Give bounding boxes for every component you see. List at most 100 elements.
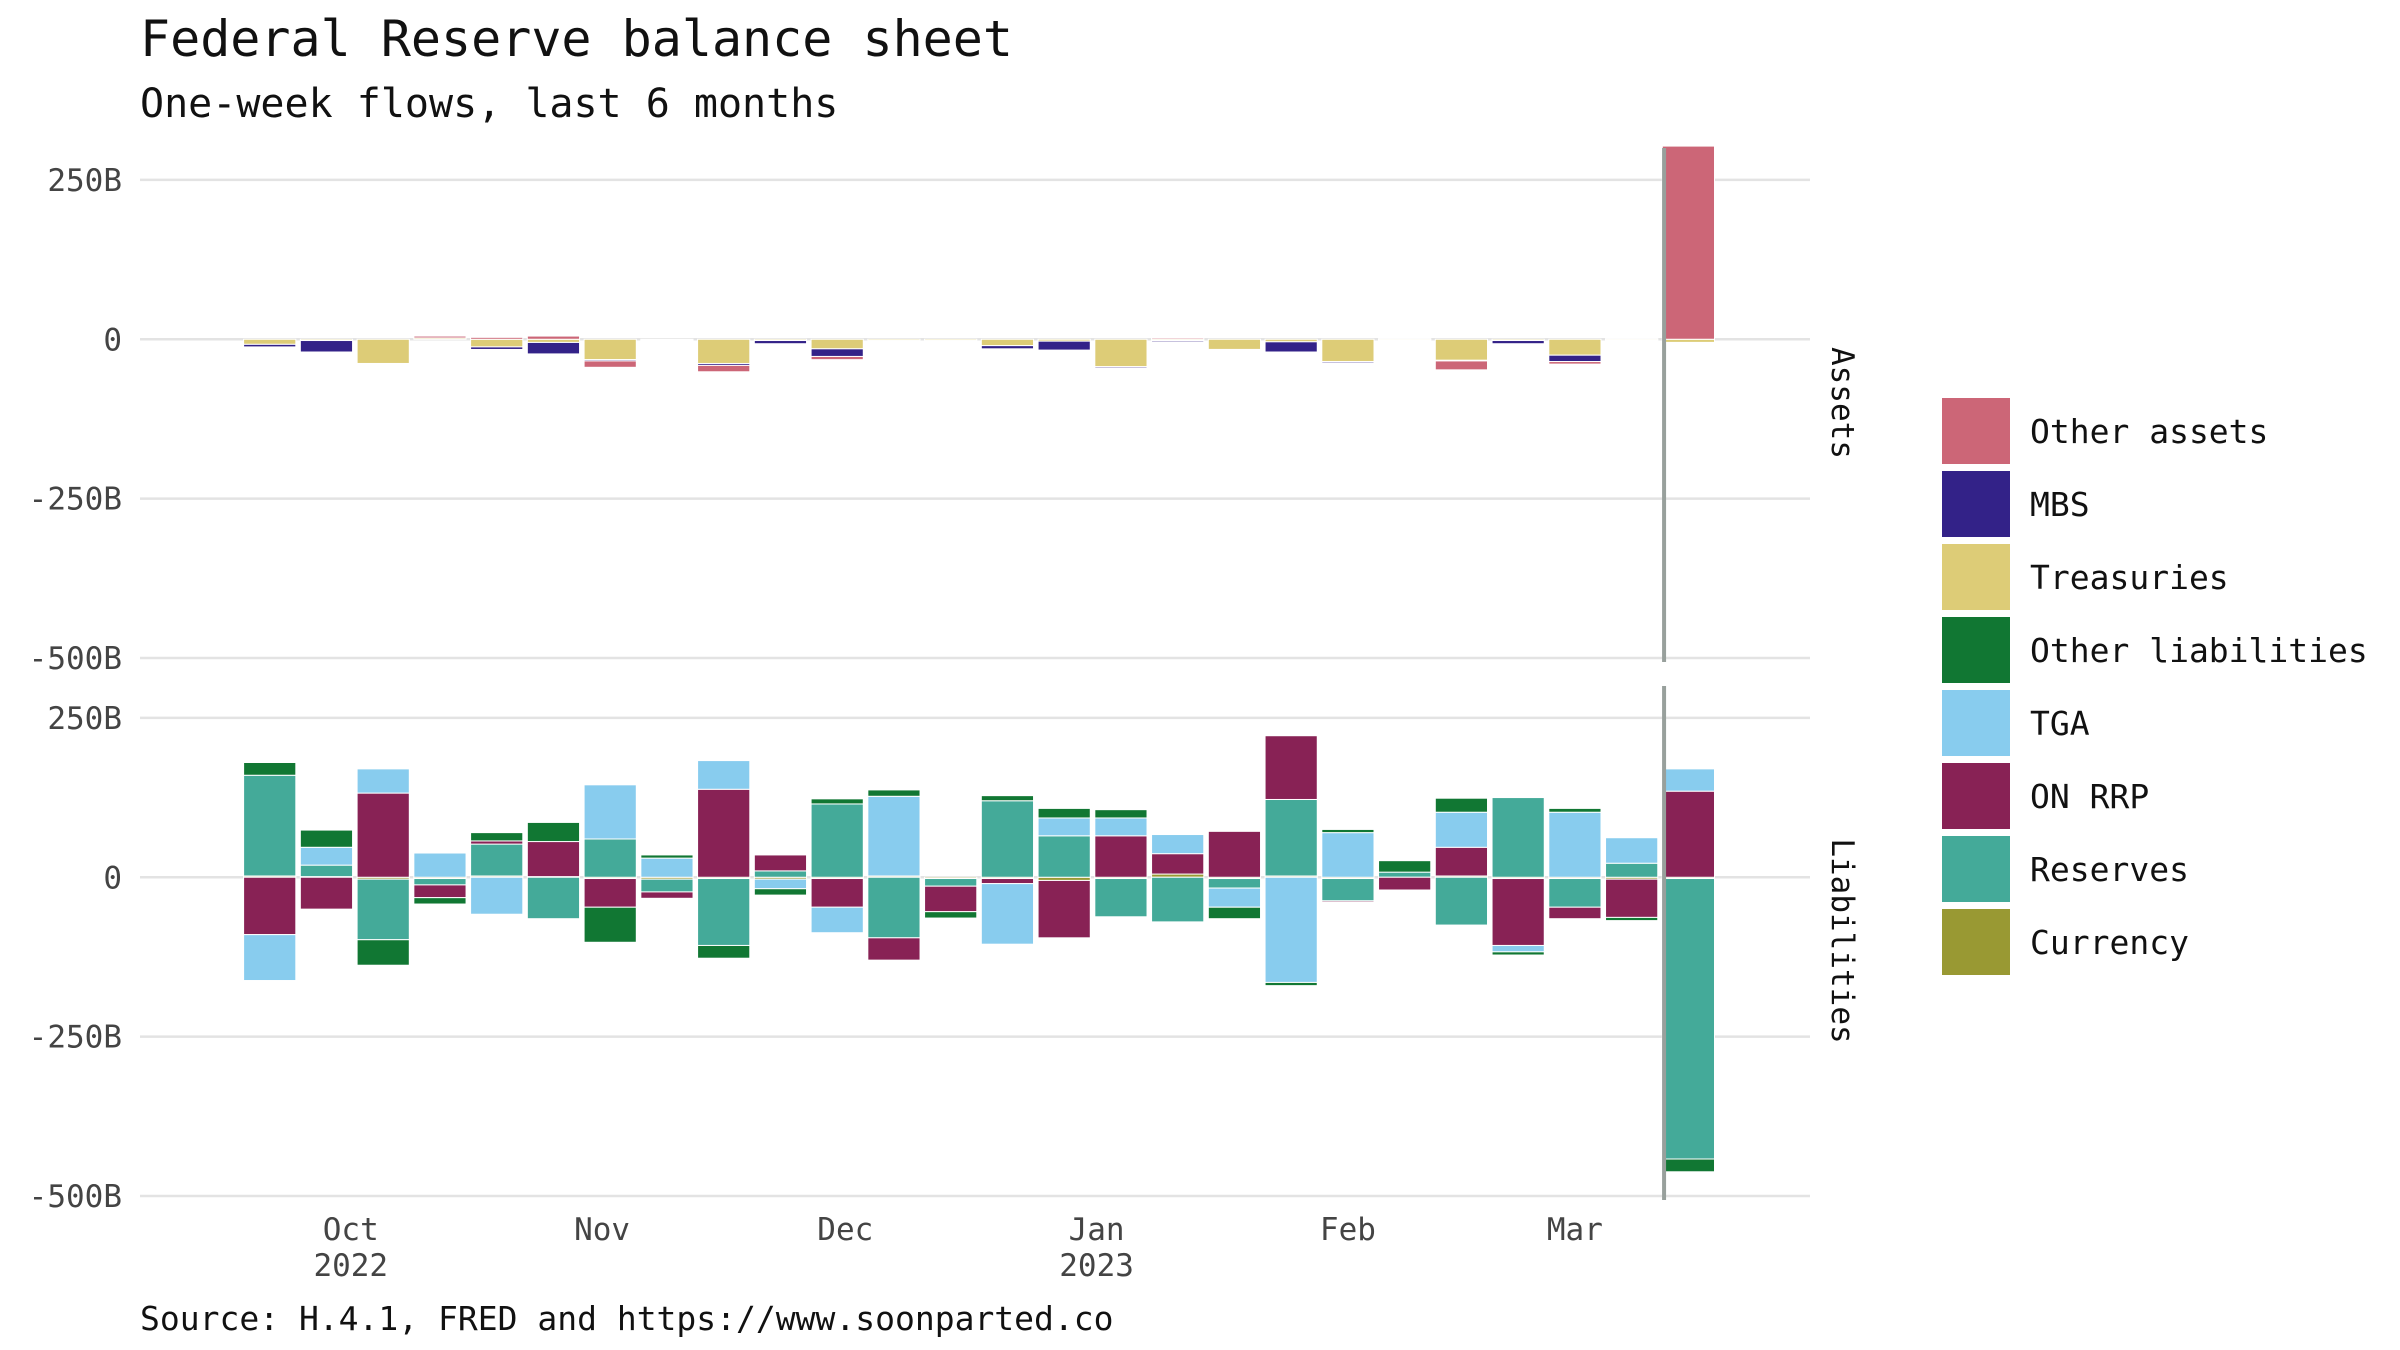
bar-reserves (867, 876, 921, 939)
bar-reserves (753, 870, 808, 878)
bar-tga (1491, 944, 1545, 953)
bar-other-liabilities (640, 854, 694, 859)
bar-reserves (810, 803, 864, 878)
y-tick-label: -250B (29, 1020, 122, 1056)
y-tick-label: -500B (29, 1179, 122, 1215)
bar-reserves (1094, 878, 1148, 918)
plot-panels: 250B 0 -250B -500B Assets 250B 0 -250B -500B Liab… (29, 145, 1860, 1284)
bar-tga (1151, 834, 1205, 855)
bar-other-assets (356, 362, 410, 365)
bar-other-liabilities (924, 911, 978, 919)
bar-tga (867, 795, 921, 877)
bar-other-liabilities (243, 762, 297, 776)
bar-other-assets (1548, 361, 1602, 365)
bar-reserves (1434, 876, 1489, 926)
legend-swatch-other-liabilities (1942, 617, 2010, 683)
bar-on-rrp (1264, 735, 1318, 800)
x-tick-label: Jan (1069, 1212, 1125, 1248)
y-tick-label: 250B (47, 701, 122, 737)
x-tick-label: Dec (817, 1212, 873, 1248)
bar-reserves (243, 774, 297, 877)
bar-tga (980, 883, 1035, 945)
bar-reserves (299, 864, 354, 878)
bar-other-liabilities (1434, 797, 1489, 813)
legend-label-other-liabilities: Other liabilities (2030, 631, 2368, 670)
legend-label-treasuries: Treasuries (2030, 558, 2229, 597)
bar-mbs (526, 341, 581, 355)
bar-other-liabilities (1321, 828, 1375, 834)
bar-treasuries (470, 338, 524, 348)
bar-on-rrp (1605, 878, 1659, 918)
bar-reserves (1321, 878, 1375, 902)
bar-on-rrp (867, 937, 921, 961)
bar-other-liabilities (1378, 860, 1432, 873)
bar-other-liabilities (470, 832, 524, 842)
bar-on-rrp (924, 885, 978, 913)
bar-reserves (526, 876, 581, 920)
bar-other-liabilities (980, 795, 1035, 802)
bar-on-rrp (640, 891, 694, 899)
bar-tga (697, 760, 751, 790)
bar-reserves (697, 878, 751, 946)
legend-label-currency: Currency (2030, 923, 2189, 962)
bar-on-rrp (697, 788, 751, 878)
legend-swatch-reserves (1942, 836, 2010, 902)
bar-treasuries (1548, 338, 1602, 356)
bar-mbs (753, 340, 808, 345)
bar-mbs (243, 343, 297, 348)
bar-mbs (1605, 340, 1659, 342)
legend-swatch-other-assets (1942, 398, 2010, 464)
bar-mbs (1661, 341, 1716, 344)
bar-reserves (1037, 835, 1091, 878)
legend-swatch-currency (1942, 909, 2010, 975)
bar-on-rrp (1094, 835, 1148, 878)
legend-label-mbs: MBS (2030, 485, 2090, 524)
bar-treasuries (924, 338, 978, 342)
bar-mbs (1264, 341, 1318, 353)
bar-tga (640, 857, 694, 878)
bar-other-liabilities (1605, 916, 1659, 922)
bar-reserves (583, 838, 637, 878)
y-tick-label: -250B (29, 482, 122, 518)
bar-on-rrp (1434, 846, 1489, 877)
bar-on-rrp (1037, 879, 1091, 939)
facet-label-liabilities: Liabilities (1824, 838, 1860, 1043)
x-tick-sublabel: 2022 (313, 1248, 388, 1284)
bar-other-assets (697, 364, 751, 373)
legend-label-tga: TGA (2030, 704, 2090, 743)
bar-reserves (1491, 797, 1545, 878)
bar-other-liabilities (526, 821, 581, 843)
bar-tga (753, 878, 808, 890)
bar-on-rrp (299, 876, 354, 910)
bar-reserves (980, 800, 1035, 878)
bar-other-liabilities (697, 944, 751, 959)
bar-reserves (924, 878, 978, 887)
bar-other-assets (810, 355, 864, 361)
bar-mbs (1037, 340, 1091, 351)
bar-treasuries (1207, 338, 1262, 350)
legend-swatch-on-rrp (1942, 763, 2010, 829)
x-tick-label: Nov (574, 1212, 630, 1248)
bar-reserves (1605, 862, 1659, 878)
legend-label-other-assets: Other assets (2030, 412, 2268, 451)
bar-other-liabilities (1207, 906, 1262, 920)
bar-treasuries (1094, 338, 1148, 368)
bar-on-rrp (980, 878, 1035, 885)
y-tick-label: 250B (47, 163, 122, 199)
bar-other-liabilities (299, 829, 354, 848)
bar-treasuries (583, 338, 637, 361)
bar-treasuries (356, 338, 410, 364)
bar-other-liabilities (810, 798, 864, 805)
bar-tga (1661, 768, 1716, 792)
bar-tga (243, 934, 297, 982)
legend-swatch-mbs (1942, 471, 2010, 537)
facet-label-assets: Assets (1824, 347, 1860, 459)
bar-other-assets (413, 335, 467, 339)
bar-on-rrp (753, 854, 808, 872)
bar-on-rrp (526, 841, 581, 878)
bar-tga (810, 906, 864, 934)
bar-tga (356, 768, 410, 794)
bar-tga (299, 846, 354, 866)
bar-reserves (1661, 878, 1716, 1160)
chart-caption: Source: H.4.1, FRED and https://www.soon… (140, 1299, 1114, 1338)
